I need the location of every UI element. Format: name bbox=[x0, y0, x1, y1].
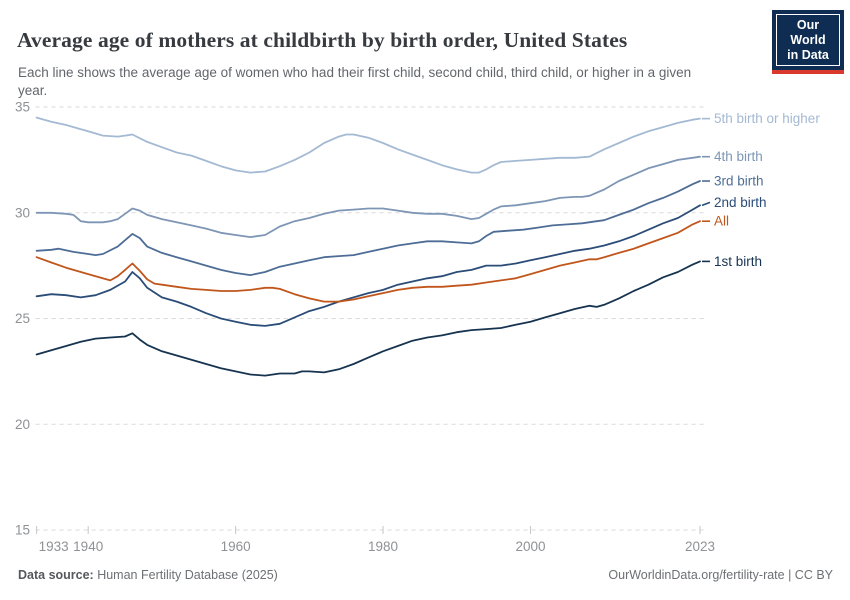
line-1st-birth[interactable] bbox=[35, 260, 701, 377]
legend-label-4th-birth[interactable]: 4th birth bbox=[714, 149, 763, 164]
line-5th-birth-or-higher[interactable] bbox=[35, 116, 701, 174]
y-tick-label-15: 15 bbox=[15, 523, 30, 538]
legend-label-5th-birth-or-higher[interactable]: 5th birth or higher bbox=[714, 111, 820, 126]
data-source-label: Data source: bbox=[18, 568, 94, 582]
data-source-note: Data source: Human Fertility Database (2… bbox=[18, 568, 278, 582]
owid-logo-line1: Our World bbox=[790, 18, 826, 47]
y-tick-label-30: 30 bbox=[15, 205, 30, 220]
data-source-value: Human Fertility Database (2025) bbox=[93, 568, 278, 582]
owid-logo-red-bar bbox=[772, 70, 844, 75]
legend-label-all[interactable]: All bbox=[714, 214, 729, 229]
line-4th-birth[interactable] bbox=[35, 155, 701, 239]
y-tick-label-20: 20 bbox=[15, 417, 30, 432]
line-2nd-birth[interactable] bbox=[35, 204, 701, 327]
y-tick-label-25: 25 bbox=[15, 311, 30, 326]
page-title: Average age of mothers at childbirth by … bbox=[17, 28, 628, 53]
y-tick-label-35: 35 bbox=[15, 100, 30, 115]
legend-label-2nd-birth[interactable]: 2nd birth bbox=[714, 195, 767, 210]
x-tick-label-2023: 2023 bbox=[685, 539, 715, 554]
x-tick-label-1933: 1933 bbox=[39, 539, 69, 554]
x-tick-label-1940: 1940 bbox=[73, 539, 103, 554]
owid-logo-text: Our World in Data bbox=[776, 14, 840, 67]
x-tick-label-2000: 2000 bbox=[515, 539, 545, 554]
owid-logo-line2: in Data bbox=[787, 47, 829, 62]
page-subtitle: Each line shows the average age of women… bbox=[18, 64, 692, 99]
x-tick-label-1980: 1980 bbox=[368, 539, 398, 554]
x-tick-label-1960: 1960 bbox=[221, 539, 251, 554]
legend-label-1st-birth[interactable]: 1st birth bbox=[714, 254, 762, 269]
owid-logo[interactable]: Our World in Data bbox=[772, 10, 844, 75]
footer-link[interactable]: OurWorldinData.org/fertility-rate | CC B… bbox=[608, 568, 833, 582]
line-3rd-birth[interactable] bbox=[35, 180, 701, 277]
legend-label-3rd-birth[interactable]: 3rd birth bbox=[714, 174, 764, 189]
line-all[interactable] bbox=[35, 220, 701, 303]
chart-footer: Data source: Human Fertility Database (2… bbox=[18, 568, 833, 582]
legend-stub-2nd-birth bbox=[701, 201, 711, 207]
